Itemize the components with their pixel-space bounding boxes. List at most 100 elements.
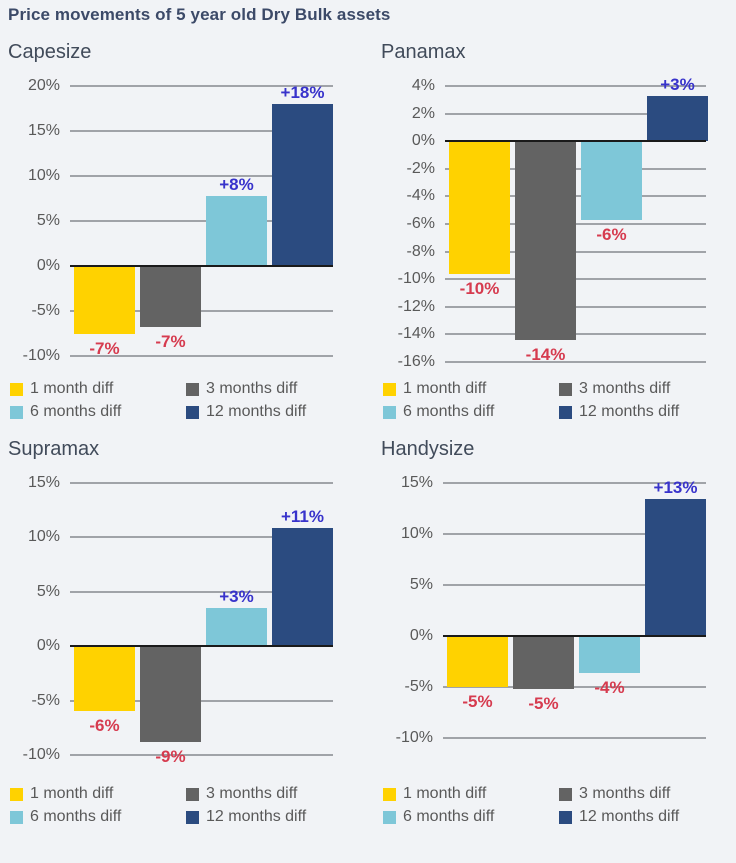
legend-swatch-6-months-diff — [383, 810, 396, 824]
legend-item-12-months-diff: 12 months diff — [559, 403, 730, 421]
bar-12-months-diff — [272, 104, 333, 266]
y-tick-label: 4% — [411, 77, 435, 94]
bar-12-months-diff — [272, 527, 333, 647]
legend-capesize: 1 month diff 3 months diff 6 months diff 12… — [8, 380, 357, 421]
grid-line — [70, 590, 333, 593]
legend-label: 12 months diff — [206, 808, 307, 825]
legend-label: 6 months diff — [403, 403, 495, 420]
y-axis-capesize: 20% 15% 10% 5% 0% -5% -10% — [8, 77, 70, 364]
legend-label: 1 month diff — [403, 785, 487, 802]
legend-item-12-months-diff: 12 months diff — [186, 403, 357, 421]
legend-swatch-12-months-diff — [186, 810, 199, 824]
grid-line — [70, 175, 333, 177]
data-label-6-months-diff: +8% — [219, 174, 254, 194]
data-label-12-months-diff: +18% — [280, 83, 325, 102]
legend-swatch-12-months-diff — [186, 405, 199, 419]
legend-swatch-6-months-diff — [10, 405, 23, 419]
grid-line — [70, 536, 333, 539]
y-tick-label: -2% — [406, 159, 435, 177]
grid-line — [445, 85, 706, 87]
legend-label: 6 months diff — [30, 808, 122, 825]
chart-panel-capesize: Capesize 20% 15% 10% 5% 0% -5% -10% -7% -7% +8% +… — [8, 38, 357, 421]
legend-item-3-months-diff: 3 months diff — [186, 785, 357, 803]
data-label-1-month-diff: -5% — [462, 692, 493, 711]
legend-item-12-months-diff: 12 months diff — [559, 808, 730, 826]
y-tick-label: 20% — [27, 77, 60, 94]
legend-label: 12 months diff — [206, 403, 307, 420]
bar-12-months-diff — [647, 95, 708, 142]
plot-area-handysize: -5% -5% -4% +13% — [443, 478, 706, 739]
bar-6-months-diff — [581, 141, 642, 220]
bar-12-months-diff — [645, 499, 706, 636]
legend-item-1-month-diff: 1 month diff — [10, 785, 178, 803]
legend-swatch-3-months-diff — [559, 382, 572, 396]
y-tick-label: 0% — [36, 637, 60, 655]
y-tick-label: -5% — [404, 678, 433, 695]
bar-1-month-diff — [74, 266, 135, 334]
y-tick-label: 10% — [27, 528, 60, 546]
plot-capesize: 20% 15% 10% 5% 0% -5% -10% -7% -7% +8% +18% — [8, 77, 357, 364]
legend-label: 1 month diff — [403, 380, 487, 397]
legend-item-3-months-diff: 3 months diff — [559, 380, 730, 398]
grid-line — [70, 482, 333, 484]
y-tick-label: 0% — [409, 627, 433, 644]
page-title: Price movements of 5 year old Dry Bulk a… — [8, 5, 391, 24]
y-tick-label: -10% — [397, 270, 435, 288]
legend-label: 3 months diff — [206, 785, 298, 802]
chart-panel-handysize: Handysize 15% 10% 5% 0% -5% -10% -5% -5% -4% +13… — [381, 435, 730, 826]
plot-panamax: 4% 2% 0% -2% -4% -6% -8% -10% -12% -14% -16% -10% -… — [381, 75, 730, 370]
data-label-3-months-diff: -5% — [528, 694, 559, 714]
legend-label: 6 months diff — [403, 808, 495, 825]
data-label-6-months-diff: -4% — [594, 677, 625, 697]
grid-line — [443, 584, 706, 586]
data-label-6-months-diff: -6% — [596, 224, 627, 244]
chart-title-handysize: Handysize — [381, 438, 475, 460]
y-tick-label: 15% — [400, 474, 433, 491]
data-label-1-month-diff: -10% — [459, 278, 500, 298]
grid-line — [70, 699, 333, 702]
grid-line — [70, 310, 333, 312]
y-tick-label: -5% — [31, 691, 60, 709]
y-axis-supramax: 15% 10% 5% 0% -5% -10% — [8, 474, 70, 763]
bar-6-months-diff — [206, 608, 267, 647]
zero-axis-line — [445, 140, 706, 143]
legend-label: 6 months diff — [30, 403, 122, 420]
y-tick-label: -10% — [395, 729, 433, 746]
legend-item-3-months-diff: 3 months diff — [559, 785, 730, 803]
y-tick-label: -12% — [397, 297, 435, 315]
legend-label: 3 months diff — [579, 380, 671, 397]
legend-swatch-1-month-diff — [383, 787, 396, 801]
legend-item-6-months-diff: 6 months diff — [10, 403, 178, 421]
bar-3-months-diff — [140, 646, 201, 742]
legend-item-6-months-diff: 6 months diff — [10, 808, 178, 826]
legend-item-6-months-diff: 6 months diff — [383, 808, 551, 826]
zero-axis-line — [443, 635, 706, 637]
legend-label: 1 month diff — [30, 380, 114, 397]
plot-area-panamax: -10% -14% -6% +3% — [445, 75, 708, 364]
y-tick-label: -16% — [397, 353, 435, 370]
plot-handysize: 15% 10% 5% 0% -5% -10% -5% -5% -4% +13% — [381, 474, 730, 746]
bar-6-months-diff — [206, 195, 267, 266]
legend-swatch-3-months-diff — [186, 382, 199, 396]
legend-swatch-1-month-diff — [10, 787, 23, 801]
chart-figure: Price movements of 5 year old Dry Bulk a… — [8, 5, 730, 826]
chart-panel-panamax: Panamax 4% 2% 0% -2% -4% -6% -8% -10% -12% -14% -1… — [381, 38, 730, 421]
y-tick-label: -8% — [406, 242, 435, 260]
y-tick-label: 15% — [27, 474, 60, 491]
y-axis-panamax: 4% 2% 0% -2% -4% -6% -8% -10% -12% -14% -16% — [381, 77, 445, 370]
legend-swatch-3-months-diff — [559, 787, 572, 801]
legend-swatch-3-months-diff — [186, 787, 199, 801]
legend-item-1-month-diff: 1 month diff — [383, 380, 551, 398]
y-tick-label: 2% — [411, 104, 435, 122]
plot-area-capesize: -7% -7% +8% +18% — [70, 83, 333, 358]
legend-swatch-12-months-diff — [559, 810, 572, 824]
chart-title-capesize: Capesize — [8, 41, 92, 63]
y-tick-label: -10% — [22, 746, 60, 763]
legend-label: 12 months diff — [579, 403, 680, 420]
zero-axis-line — [70, 265, 333, 267]
y-tick-label: -4% — [406, 187, 435, 205]
bar-6-months-diff — [579, 636, 640, 673]
zero-axis-line — [70, 645, 333, 648]
legend-item-3-months-diff: 3 months diff — [186, 380, 357, 398]
grid-line — [445, 361, 706, 363]
